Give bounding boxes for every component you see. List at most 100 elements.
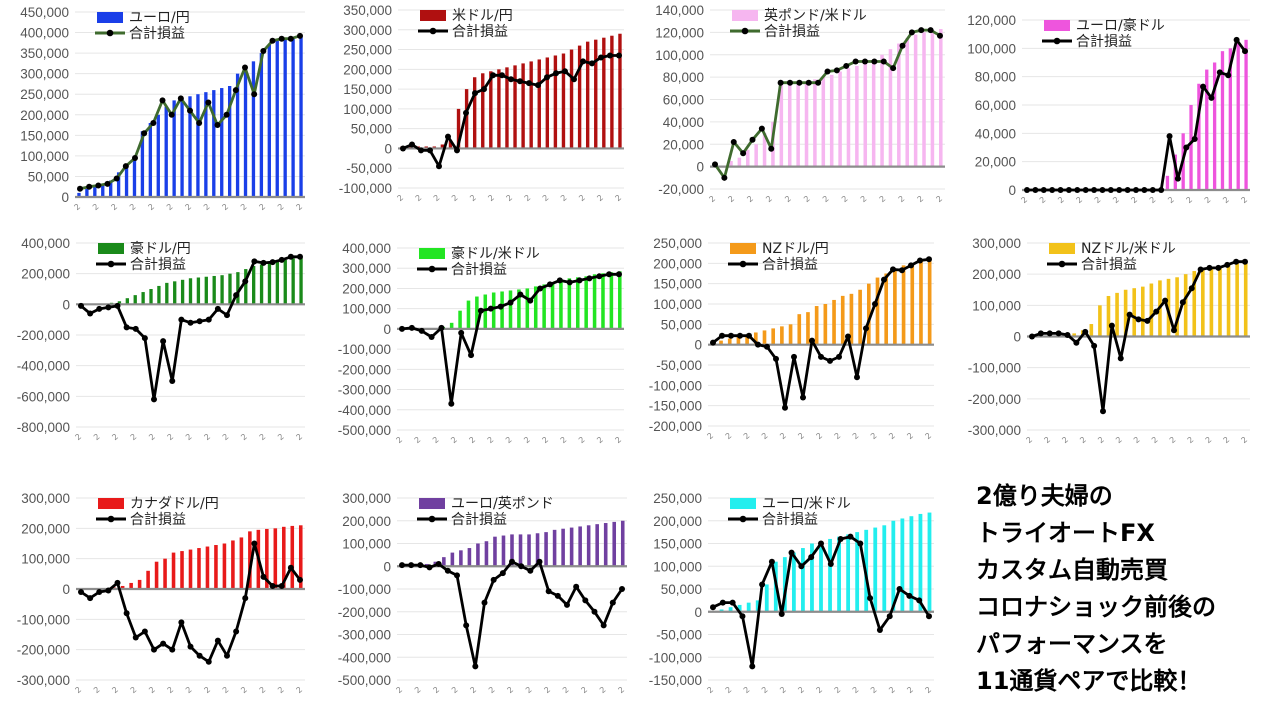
x-tick-label: 2: [505, 193, 515, 203]
bar: [220, 88, 224, 197]
profit-point: [546, 281, 553, 288]
y-tick-label: 200,000: [21, 267, 70, 282]
y-tick-label: 100,000: [20, 149, 69, 164]
x-tick-label: 2: [1221, 195, 1231, 205]
profit-line: [1027, 38, 1247, 192]
profit-point: [591, 608, 598, 615]
bar: [584, 276, 588, 329]
bar: [1192, 271, 1197, 337]
profit-point: [1233, 36, 1240, 43]
profit-point: [169, 378, 176, 384]
y-tick-label: 200,000: [21, 521, 70, 536]
bar: [578, 526, 582, 567]
bar: [93, 186, 97, 197]
bar: [124, 164, 129, 197]
profit-point: [729, 599, 736, 606]
bar: [828, 538, 832, 612]
x-tick-label: 2: [239, 202, 249, 212]
profit-point: [607, 52, 613, 59]
x-tick-label: 2: [887, 431, 897, 441]
profit-point: [787, 79, 793, 86]
x-tick-label: 2: [1150, 435, 1160, 445]
profit-point: [1117, 355, 1124, 362]
bar: [205, 546, 210, 589]
profit-point: [728, 332, 734, 339]
profit-point: [764, 343, 770, 350]
legend-marker: [106, 29, 114, 37]
profit-point: [798, 563, 805, 570]
profit-point: [104, 180, 111, 187]
chart-panel: 0 50,000 100,000 150,000 200,000 250,000 300,0…: [20, 5, 305, 212]
x-tick-label: 2: [617, 685, 627, 695]
legend-marker: [741, 27, 749, 35]
profit-point: [867, 595, 874, 602]
y-tick-label: 40,000: [663, 115, 704, 130]
profit-point: [837, 535, 844, 542]
x-tick-label: 2: [541, 193, 551, 203]
bar: [814, 306, 819, 345]
y-tick-label: 200,000: [20, 108, 69, 123]
legend-swatch-bar: [732, 10, 758, 21]
bar: [927, 259, 932, 345]
y-tick-label: -50,000: [656, 358, 702, 373]
profit-point: [805, 79, 812, 86]
bar: [291, 258, 295, 305]
x-tick-label: 2: [396, 193, 406, 203]
profit-line: [402, 560, 624, 668]
profit-point: [87, 595, 94, 602]
profit-point: [260, 48, 267, 55]
y-tick-label: 0: [383, 559, 391, 574]
x-tick-label: 2: [1075, 195, 1085, 205]
profit-point: [178, 316, 185, 323]
x-tick-label: 2: [450, 685, 460, 695]
y-tick-label: -200,000: [17, 643, 70, 658]
x-tick-label: 2: [924, 685, 934, 695]
profit-point: [862, 58, 868, 65]
bar: [265, 528, 269, 589]
bar: [838, 71, 842, 167]
profit-point: [436, 163, 442, 170]
x-tick-label: 2: [295, 202, 305, 212]
bar: [612, 521, 617, 567]
profit-point: [151, 396, 157, 403]
y-tick-label: -500,000: [338, 423, 391, 438]
profit-point: [132, 325, 139, 332]
profit-point: [586, 275, 593, 282]
x-tick-label: 2: [760, 431, 770, 441]
x-tick-label: 2: [796, 685, 806, 695]
bar: [77, 192, 81, 197]
profit-point: [1091, 187, 1098, 193]
profit-point: [297, 32, 303, 39]
headline-line: コロナショック前後の: [976, 593, 1216, 621]
profit-point: [448, 400, 455, 407]
profit-point: [863, 325, 869, 332]
x-tick-label: 2: [1222, 435, 1232, 445]
x-tick-label: 2: [165, 202, 175, 212]
bar: [500, 291, 504, 329]
bar: [873, 527, 878, 612]
y-tick-label: 100,000: [342, 537, 391, 552]
x-tick-label: 2: [1186, 435, 1196, 445]
bar: [900, 518, 905, 612]
profit-point: [178, 619, 185, 626]
bar: [919, 261, 923, 345]
profit-point: [251, 540, 258, 547]
y-tick-label: 100,000: [342, 302, 391, 317]
profit-point: [224, 312, 230, 319]
y-tick-label: 80,000: [975, 70, 1016, 85]
profit-point: [408, 562, 415, 569]
bar: [475, 296, 479, 329]
profit-point: [132, 154, 138, 161]
profit-point: [141, 130, 148, 137]
profit-point: [399, 325, 405, 332]
x-tick-label: 2: [1166, 195, 1176, 205]
profit-point: [418, 327, 425, 334]
profit-point: [556, 277, 563, 284]
profit-point: [141, 628, 148, 635]
bar: [456, 108, 461, 149]
profit-point: [278, 256, 285, 263]
bar: [737, 604, 742, 612]
profit-point: [214, 637, 221, 644]
profit-point: [1055, 330, 1062, 337]
